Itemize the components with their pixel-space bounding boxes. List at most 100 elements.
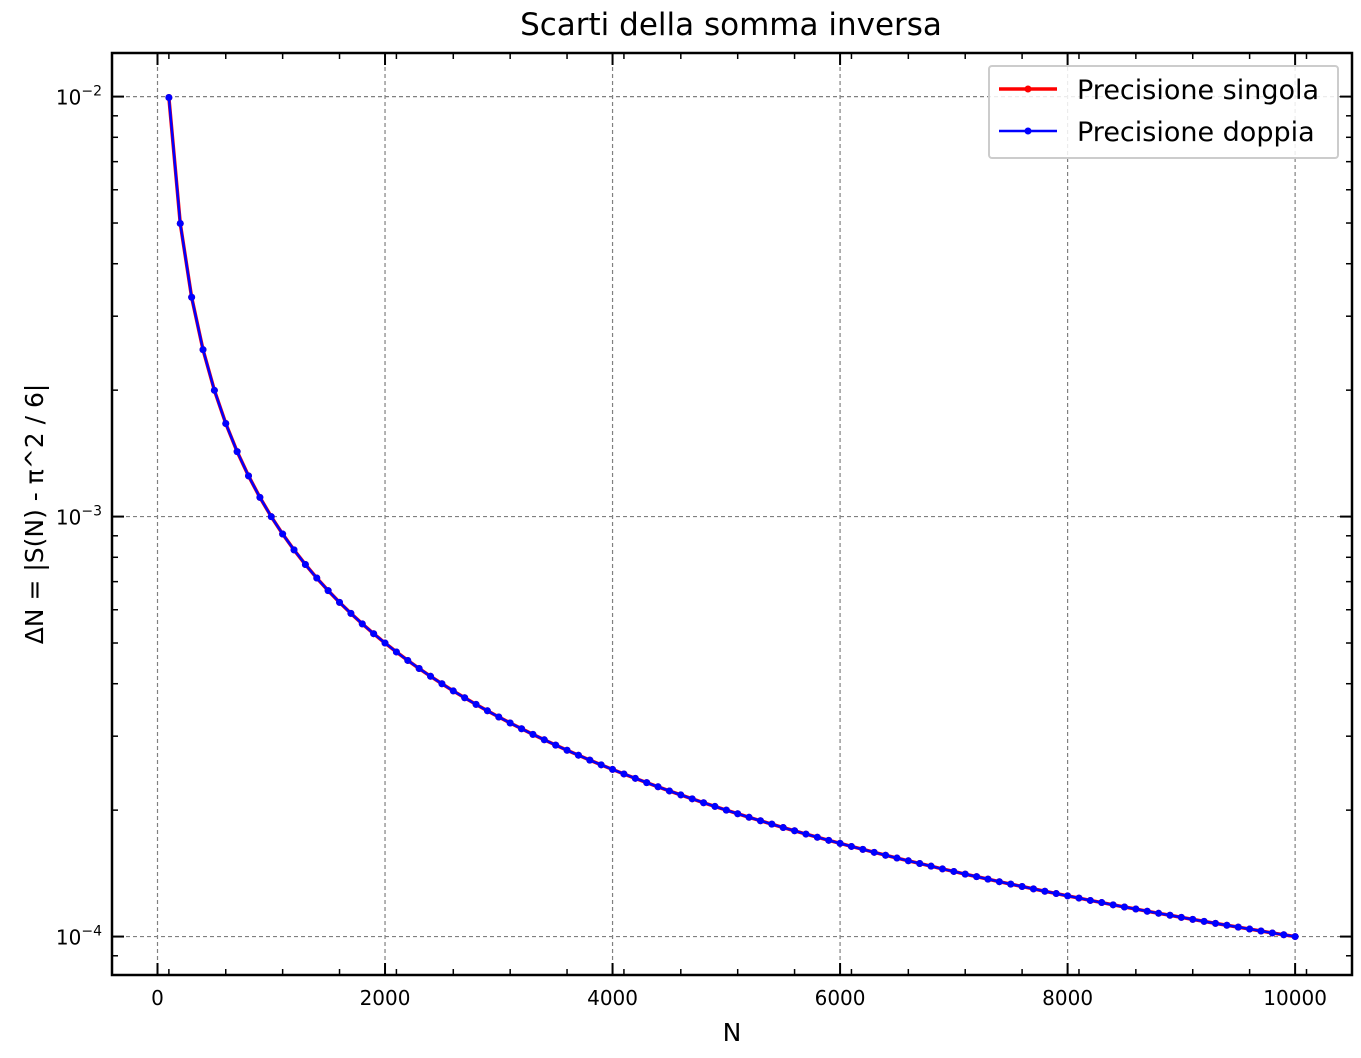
- data-point-doppia: [597, 761, 605, 769]
- data-point-doppia: [1268, 929, 1276, 937]
- data-point-doppia: [1234, 923, 1242, 931]
- data-point-doppia: [688, 795, 696, 803]
- data-point-doppia: [665, 787, 673, 795]
- data-point-doppia: [529, 730, 537, 738]
- legend: Precisione singola Precisione doppia: [988, 65, 1339, 159]
- data-point-doppia: [927, 862, 935, 870]
- data-point-doppia: [176, 219, 184, 227]
- data-point-doppia: [722, 806, 730, 814]
- data-point-doppia: [279, 530, 287, 538]
- data-point-doppia: [222, 419, 230, 427]
- data-point-doppia: [609, 765, 617, 773]
- data-point-doppia: [1109, 901, 1117, 909]
- data-point-doppia: [483, 707, 491, 715]
- data-point-doppia: [870, 848, 878, 856]
- data-point-doppia: [1086, 896, 1094, 904]
- data-point-doppia: [1098, 899, 1106, 907]
- x-tick-label: 2000: [360, 986, 411, 1010]
- data-point-doppia: [449, 687, 457, 695]
- x-tick-labels: 0 2000 4000 6000 8000 10000: [151, 986, 1327, 1010]
- data-point-doppia: [381, 639, 389, 647]
- data-point-doppia: [1189, 915, 1197, 923]
- data-point-doppia: [210, 386, 218, 394]
- data-point-doppia: [654, 783, 662, 791]
- data-point-doppia: [984, 875, 992, 883]
- data-point-doppia: [700, 799, 708, 807]
- plot-frame: [110, 51, 1354, 977]
- data-point-doppia: [961, 870, 969, 878]
- data-point-doppia: [1007, 880, 1015, 888]
- data-point-doppia: [1120, 903, 1128, 911]
- data-point-doppia: [438, 680, 446, 688]
- data-point-doppia: [1177, 913, 1185, 921]
- data-point-doppia: [267, 513, 275, 521]
- data-point-doppia: [1018, 882, 1026, 890]
- data-point-doppia: [904, 857, 912, 865]
- data-point-doppia: [540, 736, 548, 744]
- data-point-doppia: [1291, 933, 1299, 941]
- data-point-doppia: [1257, 927, 1265, 935]
- data-point-doppia: [506, 719, 514, 727]
- data-point-doppia: [495, 713, 503, 721]
- data-point-doppia: [370, 630, 378, 638]
- y-tick-labels: 10−2 10−3 10−4: [56, 84, 102, 950]
- data-point-doppia: [347, 609, 355, 617]
- data-point-doppia: [768, 820, 776, 828]
- data-point-doppia: [301, 561, 309, 569]
- data-point-doppia: [461, 694, 469, 702]
- chart-title: Scarti della somma inversa: [520, 7, 942, 43]
- legend-marker-doppia: [1024, 127, 1032, 135]
- data-point-doppia: [586, 756, 594, 764]
- data-point-doppia: [973, 873, 981, 881]
- data-point-doppia: [813, 833, 821, 841]
- data-point-doppia: [916, 859, 924, 867]
- data-point-doppia: [859, 845, 867, 853]
- data-point-doppia: [1064, 892, 1072, 900]
- x-tick-label: 0: [151, 986, 164, 1010]
- data-point-doppia: [563, 746, 571, 754]
- data-point-doppia: [1166, 911, 1174, 919]
- data-point-doppia: [1223, 921, 1231, 929]
- data-point-doppia: [631, 774, 639, 782]
- data-point-doppia: [1143, 907, 1151, 915]
- y-tick-label: 10−3: [56, 504, 102, 530]
- data-point-doppia: [995, 878, 1003, 886]
- data-point-doppia: [518, 725, 526, 733]
- data-point-doppia: [336, 598, 344, 606]
- x-axis-title: N: [723, 1018, 742, 1047]
- data-point-doppia: [847, 842, 855, 850]
- data-point-doppia: [188, 293, 196, 301]
- data-point-doppia: [677, 791, 685, 799]
- y-axis-title: ΔN = |S(N) - π^2 / 6|: [20, 384, 49, 645]
- data-point-doppia: [415, 665, 423, 673]
- data-point-doppia: [1155, 909, 1163, 917]
- data-point-doppia: [745, 813, 753, 821]
- data-point-doppia: [256, 493, 264, 501]
- series-layer: [165, 94, 1299, 941]
- data-point-doppia: [199, 346, 207, 354]
- data-point-doppia: [1280, 931, 1288, 939]
- y-tick-label: 10−4: [56, 924, 102, 950]
- data-point-doppia: [802, 830, 810, 838]
- data-point-doppia: [472, 700, 480, 708]
- data-point-doppia: [1041, 887, 1049, 895]
- data-point-doppia: [791, 827, 799, 835]
- data-point-doppia: [950, 867, 958, 875]
- data-point-doppia: [1029, 885, 1037, 893]
- grid: [112, 53, 1352, 975]
- data-point-doppia: [574, 751, 582, 759]
- x-tick-label: 6000: [815, 986, 866, 1010]
- data-point-doppia: [882, 851, 890, 859]
- data-point-doppia: [404, 656, 412, 664]
- x-tick-label: 10000: [1263, 986, 1327, 1010]
- data-point-doppia: [324, 587, 332, 595]
- legend-marker-singola: [1024, 85, 1032, 93]
- ticks: [111, 53, 1352, 975]
- legend-label-doppia: Precisione doppia: [1077, 117, 1315, 148]
- x-tick-label: 4000: [587, 986, 638, 1010]
- data-point-doppia: [358, 620, 366, 628]
- data-point-doppia: [734, 810, 742, 818]
- data-point-doppia: [233, 448, 241, 456]
- data-point-doppia: [1211, 919, 1219, 927]
